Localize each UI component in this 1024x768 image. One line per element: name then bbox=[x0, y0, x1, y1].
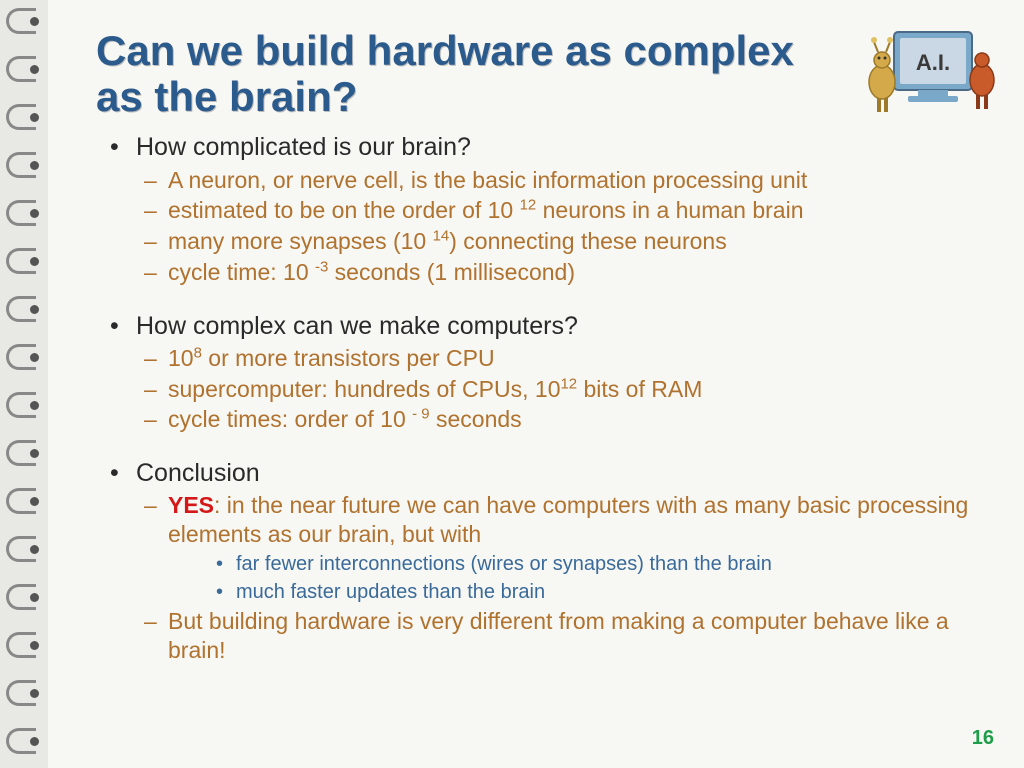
page-number: 16 bbox=[972, 727, 994, 750]
slide-title: Can we build hardware as complex as the … bbox=[96, 28, 836, 120]
sub-sub-bullet: much faster updates than the brain bbox=[216, 579, 984, 605]
sub-bullet: But building hardware is very different … bbox=[144, 607, 984, 665]
section-heading: How complex can we make computers? bbox=[110, 311, 984, 342]
sub-bullet: YES: in the near future we can have comp… bbox=[144, 491, 984, 605]
sub-bullet: 108 or more transistors per CPU bbox=[144, 344, 984, 373]
section-heading: Conclusion bbox=[110, 458, 984, 489]
sub-bullet: many more synapses (10 14) connecting th… bbox=[144, 227, 984, 256]
svg-text:A.I.: A.I. bbox=[916, 50, 950, 75]
sub-bullet: cycle time: 10 -3 seconds (1 millisecond… bbox=[144, 258, 984, 287]
sub-bullet: estimated to be on the order of 10 12 ne… bbox=[144, 196, 984, 225]
sub-bullet: A neuron, or nerve cell, is the basic in… bbox=[144, 166, 984, 195]
sub-bullet: cycle times: order of 10 - 9 seconds bbox=[144, 405, 984, 434]
spiral-binding bbox=[0, 0, 48, 768]
slide-body: A.I. Can we build hardware as complex as… bbox=[48, 0, 1024, 768]
ai-corner-illustration: A.I. bbox=[860, 20, 1000, 120]
bullet-content: How complicated is our brain? A neuron, o… bbox=[96, 132, 984, 664]
section-heading: How complicated is our brain? bbox=[110, 132, 984, 163]
sub-sub-bullet: far fewer interconnections (wires or syn… bbox=[216, 551, 984, 577]
sub-bullet: supercomputer: hundreds of CPUs, 1012 bi… bbox=[144, 375, 984, 404]
